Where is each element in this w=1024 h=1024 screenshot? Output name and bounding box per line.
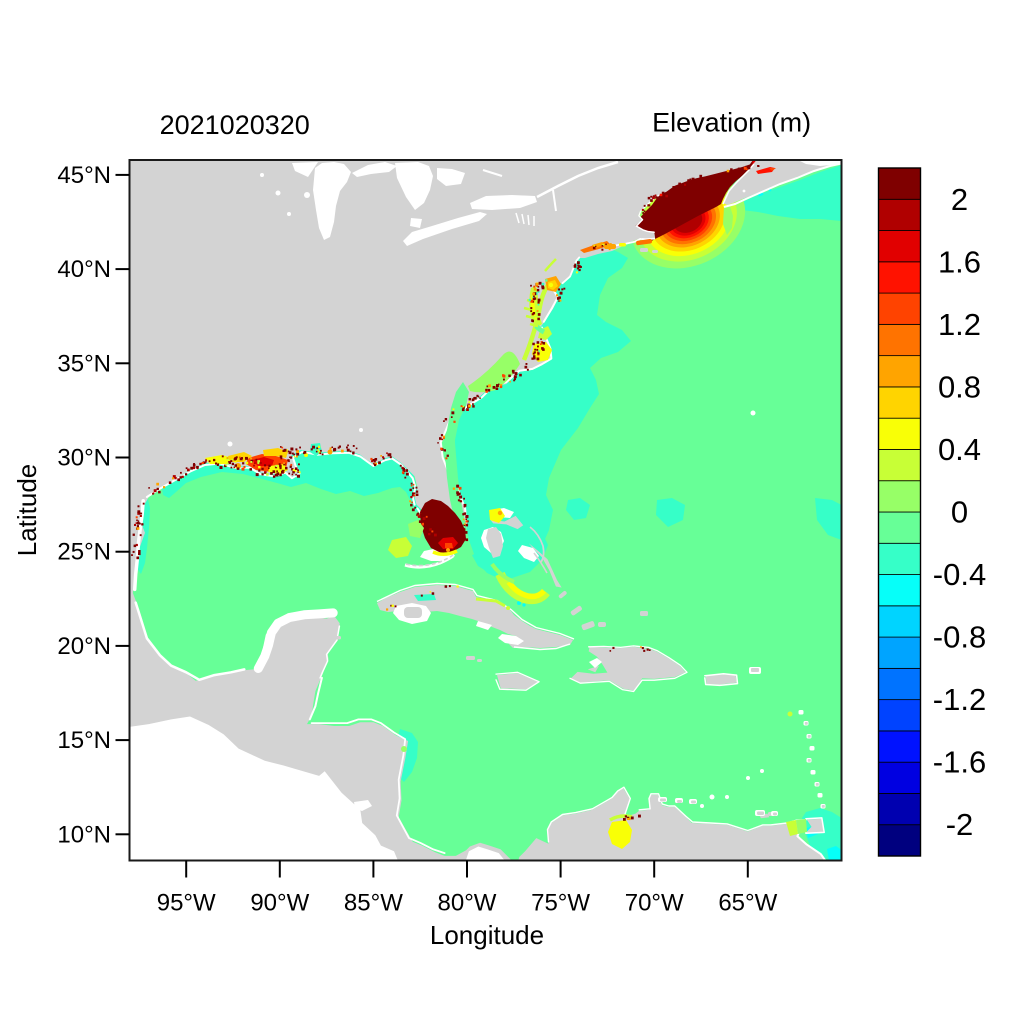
svg-text:90°W: 90°W — [250, 890, 309, 917]
svg-text:-1.6: -1.6 — [933, 745, 986, 780]
svg-text:1.6: 1.6 — [938, 244, 981, 279]
svg-text:0.4: 0.4 — [938, 432, 981, 467]
svg-text:65°W: 65°W — [718, 890, 777, 917]
svg-text:Latitude: Latitude — [12, 464, 42, 557]
svg-text:20°N: 20°N — [57, 633, 111, 660]
svg-text:-0.8: -0.8 — [933, 620, 986, 655]
svg-text:85°W: 85°W — [344, 890, 403, 917]
svg-text:-0.4: -0.4 — [933, 557, 986, 592]
svg-text:-1.2: -1.2 — [933, 682, 986, 717]
svg-text:10°N: 10°N — [57, 821, 111, 848]
svg-text:45°N: 45°N — [57, 162, 111, 189]
svg-text:70°W: 70°W — [625, 890, 684, 917]
svg-text:Elevation (m): Elevation (m) — [652, 108, 811, 138]
svg-text:1.2: 1.2 — [938, 307, 981, 342]
svg-text:0: 0 — [951, 495, 968, 530]
svg-text:Longitude: Longitude — [430, 920, 544, 950]
svg-text:-2: -2 — [946, 807, 974, 842]
svg-text:40°N: 40°N — [57, 256, 111, 283]
svg-text:2: 2 — [951, 182, 968, 217]
svg-text:95°W: 95°W — [157, 890, 216, 917]
svg-text:0.8: 0.8 — [938, 369, 981, 404]
svg-text:35°N: 35°N — [57, 350, 111, 377]
svg-text:75°W: 75°W — [531, 890, 590, 917]
svg-text:15°N: 15°N — [57, 727, 111, 754]
svg-text:25°N: 25°N — [57, 539, 111, 566]
svg-text:2021020320: 2021020320 — [160, 110, 310, 140]
svg-text:80°W: 80°W — [438, 890, 497, 917]
svg-text:30°N: 30°N — [57, 445, 111, 472]
